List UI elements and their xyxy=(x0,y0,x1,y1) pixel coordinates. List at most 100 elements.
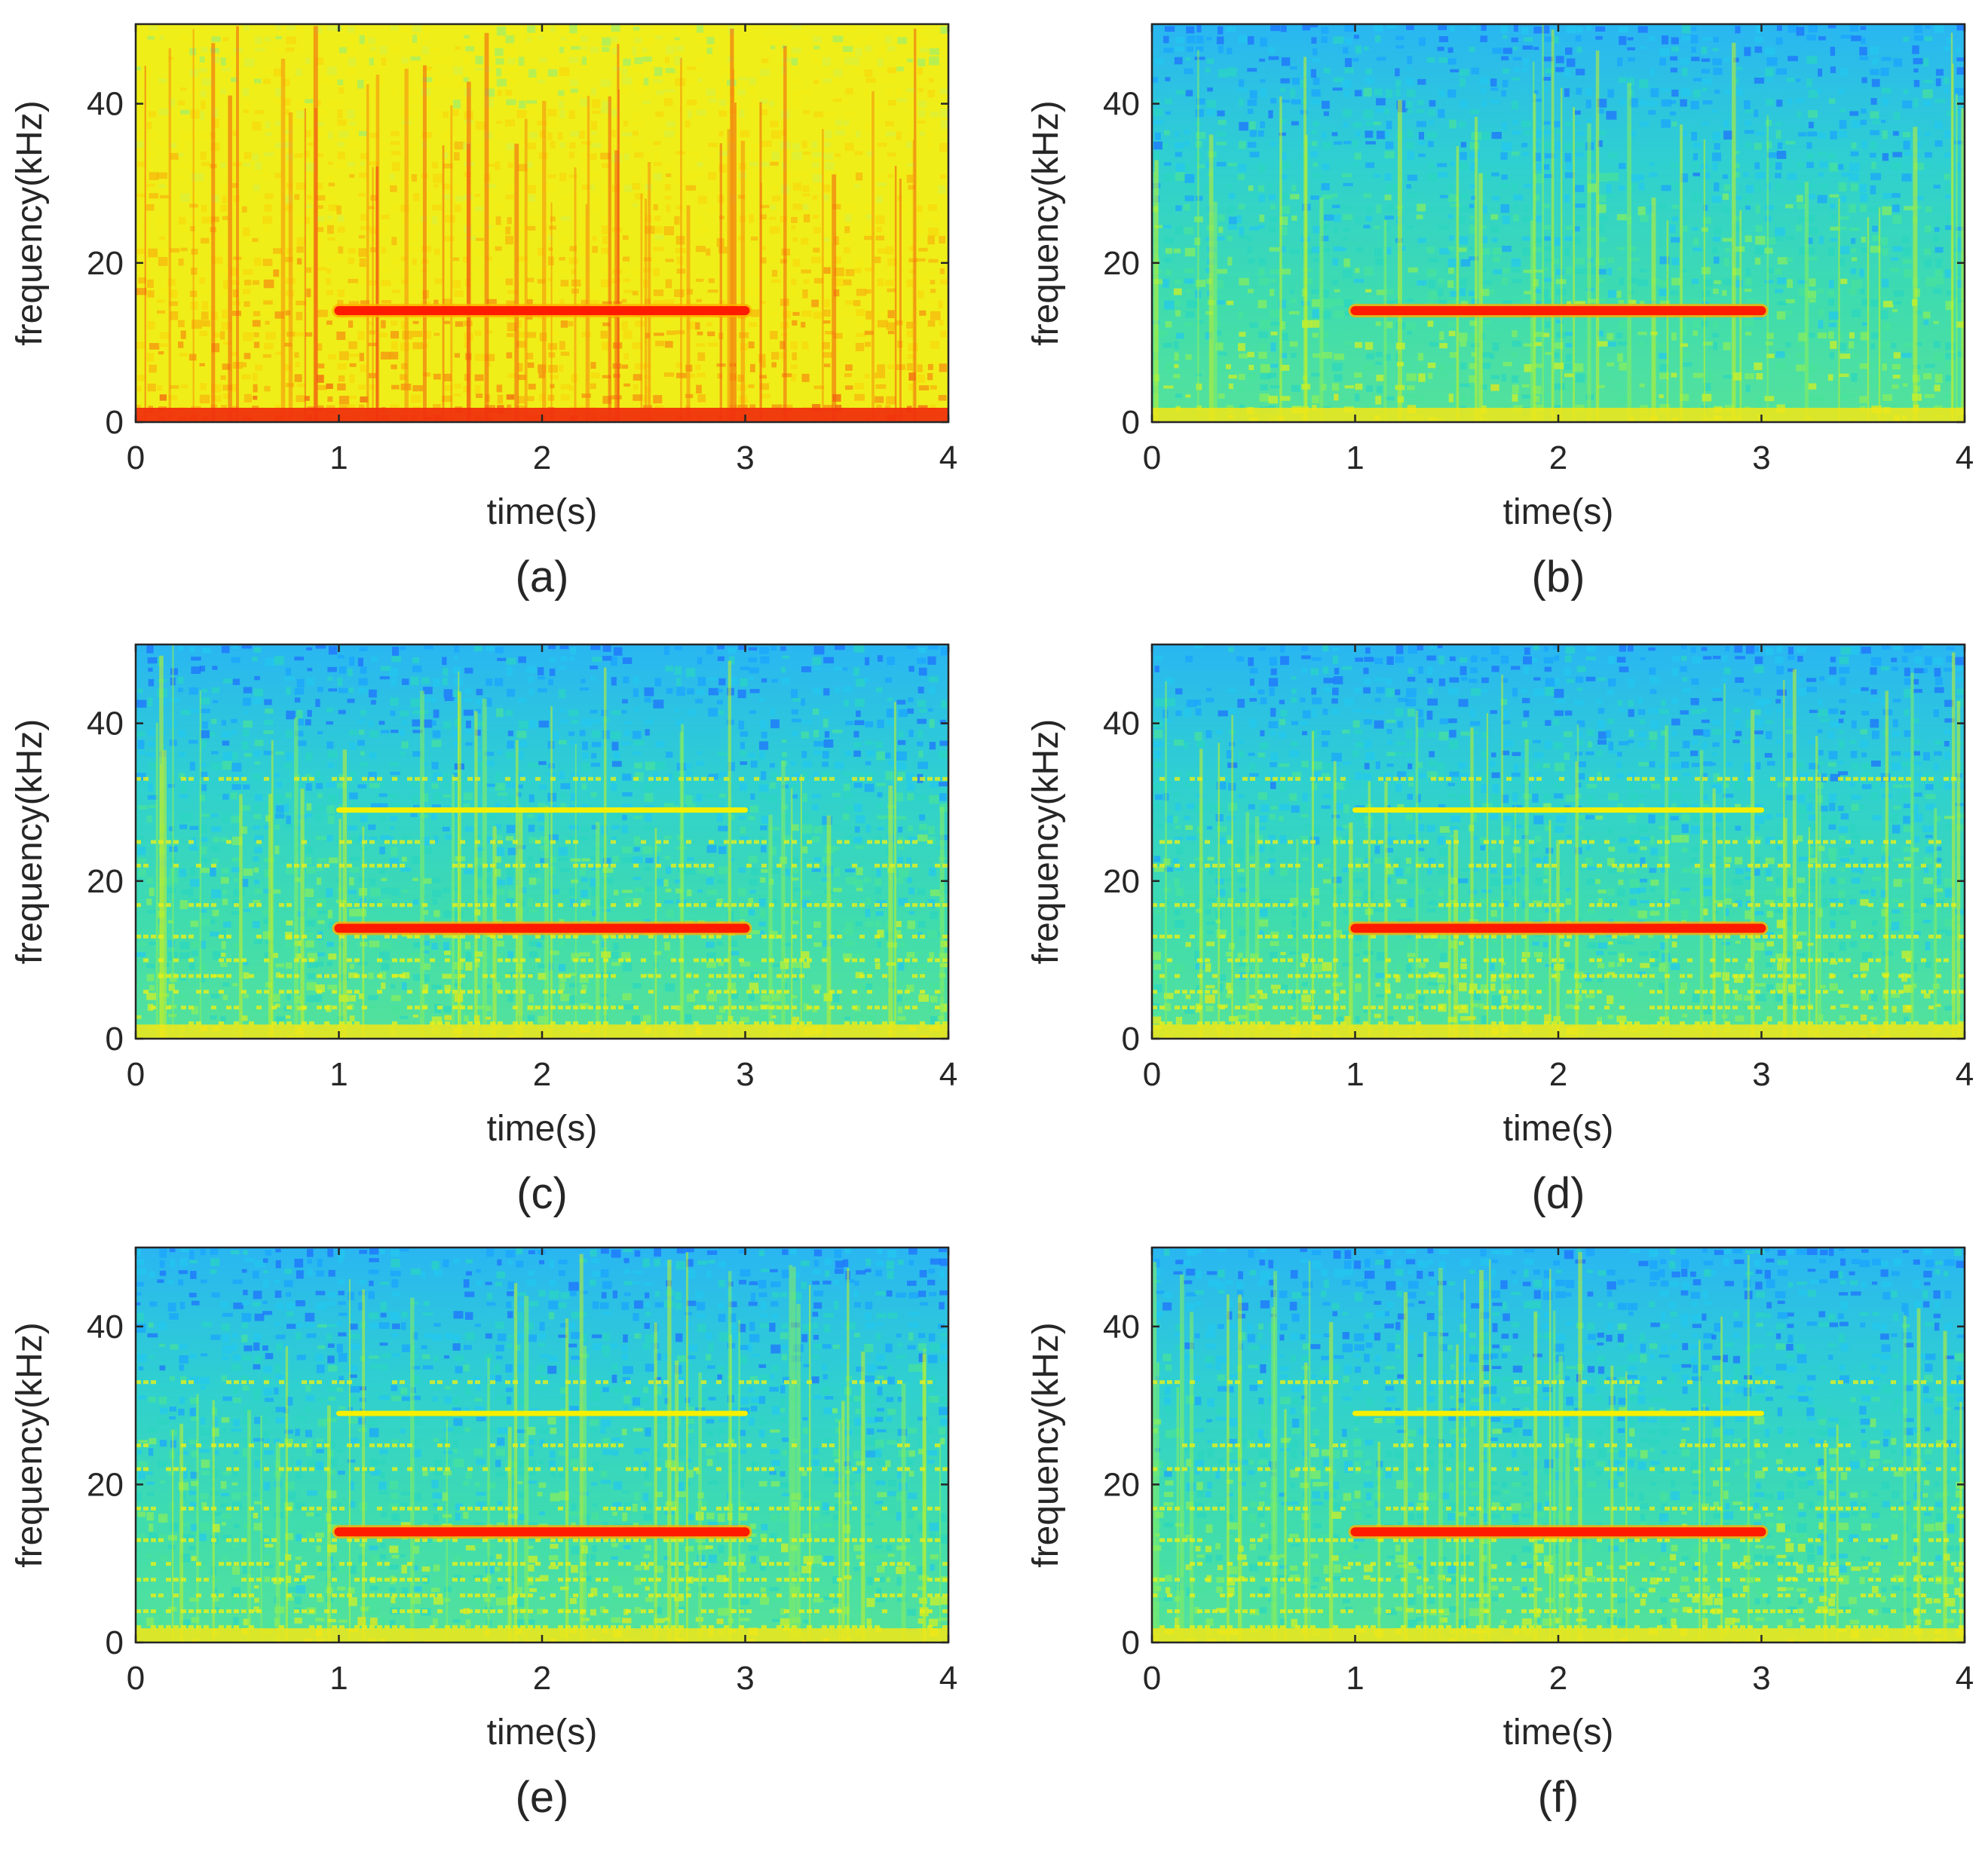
noise-cell xyxy=(740,836,749,840)
noise-cell xyxy=(485,697,492,707)
noise-cell xyxy=(590,142,602,148)
noise-cell xyxy=(401,678,409,685)
noise-cell xyxy=(476,688,483,696)
noise-cell xyxy=(254,194,263,200)
noise-cell xyxy=(623,721,633,724)
noise-cell xyxy=(590,856,596,860)
noise-cell xyxy=(1840,393,1849,400)
noise-cell xyxy=(1249,226,1260,231)
noise-cell xyxy=(337,299,344,308)
noise-cell xyxy=(706,646,714,654)
noise-cell xyxy=(749,121,756,125)
noise-cell xyxy=(1922,89,1933,99)
noise-cell xyxy=(201,784,207,791)
noise-cell xyxy=(138,750,146,755)
noise-cell xyxy=(811,836,820,843)
noise-cell xyxy=(189,878,201,887)
noise-cell xyxy=(685,868,696,875)
noise-cell xyxy=(855,342,865,351)
noise-cell xyxy=(539,57,547,63)
noise-cell xyxy=(845,835,853,843)
noise-cell xyxy=(465,46,474,52)
noise-cell xyxy=(431,161,439,169)
noise-cell xyxy=(188,932,195,937)
noise-cell xyxy=(835,172,843,176)
noise-cell xyxy=(221,237,227,246)
noise-cell xyxy=(433,248,440,256)
noise-cell xyxy=(337,109,343,119)
noise-cell xyxy=(569,246,577,252)
noise-cell xyxy=(1892,384,1899,389)
noise-cell xyxy=(674,708,680,712)
noise-cell xyxy=(253,867,259,873)
noise-cell xyxy=(654,67,663,76)
noise-cell xyxy=(559,172,567,182)
noise-cell xyxy=(782,752,787,758)
noise-cell xyxy=(306,803,312,811)
noise-cell xyxy=(1534,194,1540,201)
noise-cell xyxy=(792,90,802,97)
noise-cell xyxy=(1449,235,1454,241)
noise-cell xyxy=(1239,277,1249,286)
noise-cell xyxy=(348,889,357,895)
noise-cell xyxy=(1354,152,1362,160)
noise-cell xyxy=(222,678,234,684)
noise-cell xyxy=(896,982,903,986)
noise-cell xyxy=(1384,194,1392,201)
noise-cell xyxy=(1671,46,1680,52)
noise-cell xyxy=(1521,142,1528,148)
noise-cell xyxy=(243,163,251,167)
noise-cell xyxy=(822,194,829,201)
noise-cell xyxy=(697,657,703,665)
noise-cell xyxy=(1608,152,1618,159)
noise-cell xyxy=(896,929,902,938)
noise-cell xyxy=(146,963,155,969)
noise-cell xyxy=(1765,120,1772,127)
noise-cell xyxy=(927,130,933,140)
noise-cell xyxy=(875,878,882,886)
transient-streak xyxy=(1208,134,1214,422)
noise-cell xyxy=(1722,174,1729,179)
noise-cell xyxy=(802,720,812,724)
noise-cell xyxy=(1754,162,1760,170)
noise-cell xyxy=(1522,67,1527,72)
noise-cell xyxy=(1260,88,1267,97)
noise-cell xyxy=(1521,121,1532,127)
noise-cell xyxy=(136,1015,142,1019)
noise-cell xyxy=(242,710,249,714)
noise-cell xyxy=(1587,183,1597,193)
noise-cell xyxy=(231,280,240,285)
noise-cell xyxy=(717,752,728,756)
noise-cell xyxy=(602,301,613,305)
noise-cell xyxy=(401,961,409,966)
noise-cell xyxy=(1744,121,1751,126)
noise-cell xyxy=(1554,352,1560,359)
noise-cell xyxy=(1849,24,1859,32)
noise-cell xyxy=(802,984,809,993)
noise-cell xyxy=(1860,332,1868,341)
transient-streak xyxy=(617,44,620,422)
noise-cell xyxy=(581,762,590,772)
noise-cell xyxy=(801,889,811,896)
noise-cell xyxy=(349,140,360,149)
noise-cell xyxy=(537,279,546,284)
noise-cell xyxy=(591,866,600,871)
noise-cell xyxy=(146,752,155,758)
noise-cell xyxy=(243,25,250,31)
noise-cell xyxy=(1870,69,1879,75)
noise-cell xyxy=(1922,311,1931,319)
noise-cell xyxy=(253,750,262,757)
noise-cell xyxy=(221,730,231,738)
noise-cell xyxy=(876,311,887,316)
noise-cell xyxy=(1534,130,1545,138)
noise-cell xyxy=(1268,182,1273,189)
noise-cell xyxy=(432,730,441,738)
noise-cell xyxy=(1342,214,1353,221)
noise-cell xyxy=(389,173,395,180)
noise-cell xyxy=(1564,236,1573,241)
noise-cell xyxy=(1542,25,1550,34)
noise-cell xyxy=(474,374,484,381)
noise-cell xyxy=(929,300,935,306)
noise-cell xyxy=(294,194,300,201)
noise-cell xyxy=(201,868,210,874)
